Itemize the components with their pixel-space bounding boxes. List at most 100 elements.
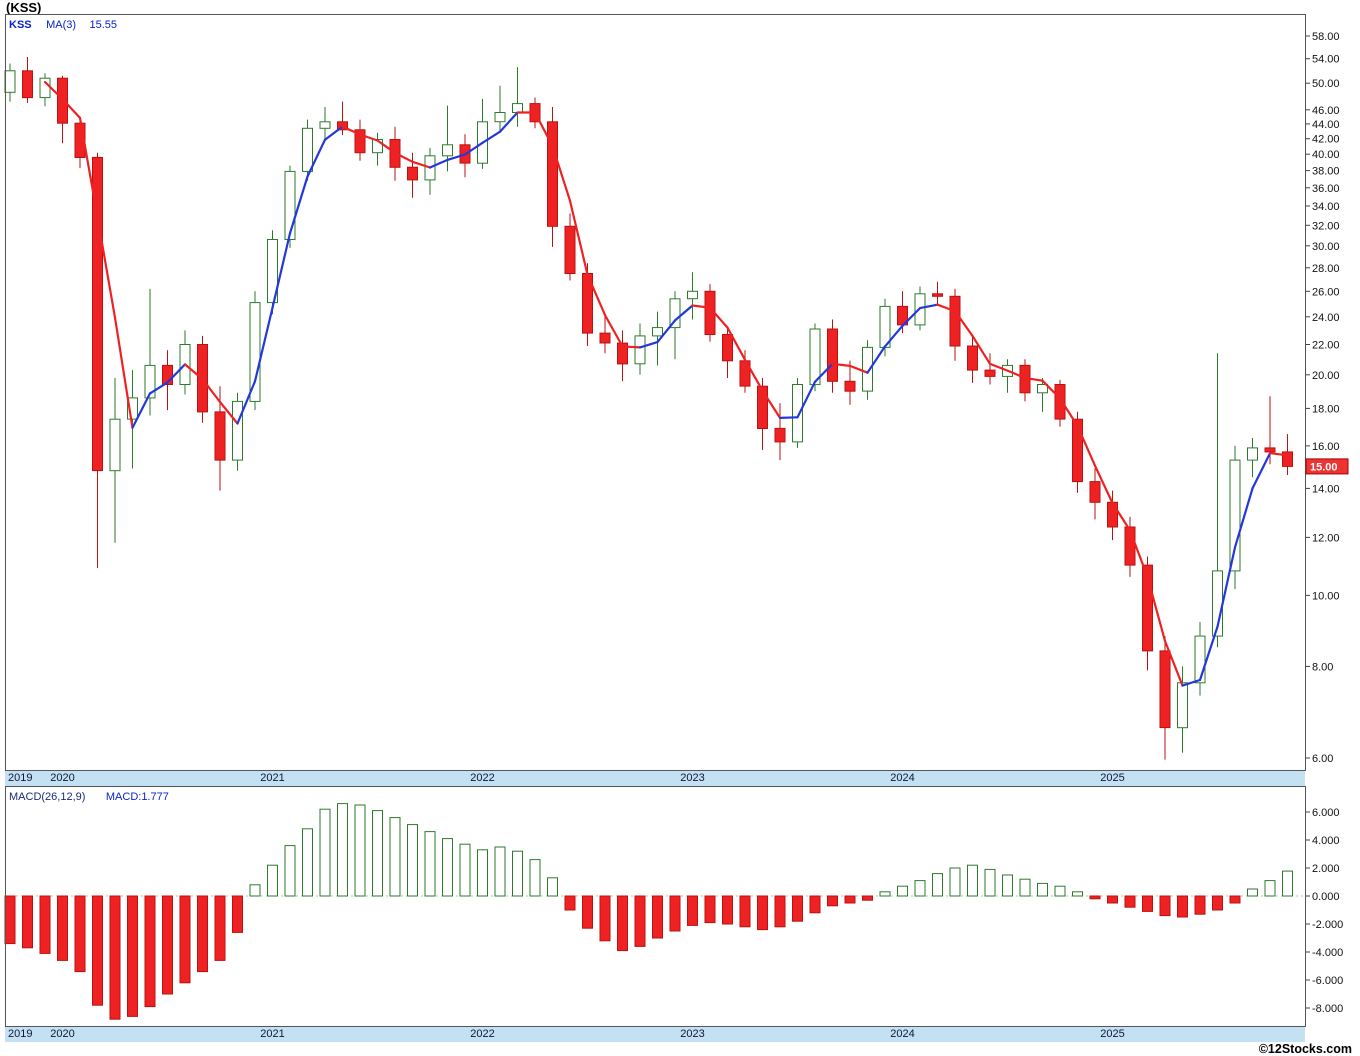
candle-body (4, 70, 16, 93)
ma-segment (498, 111, 519, 133)
macd-bar (599, 895, 611, 942)
ma-segment (323, 125, 344, 141)
ma-segment (131, 392, 152, 429)
candle-body (949, 295, 961, 347)
price-tick-label: 42.00 (1312, 134, 1340, 146)
ma-segment (1251, 452, 1272, 490)
macd-tick-label: 2.000 (1312, 863, 1340, 875)
ma-segment (1041, 379, 1062, 400)
macd-bar (459, 843, 471, 897)
candle-body (774, 427, 786, 443)
macd-bar (1072, 891, 1083, 897)
candle-body (547, 121, 558, 227)
ma-segment (96, 216, 117, 319)
year-label: 2025 (1100, 1028, 1125, 1040)
ma-line-group (43, 80, 1289, 687)
macd-bar (512, 850, 523, 897)
ma-segment (1198, 625, 1219, 682)
macd-bar (4, 895, 16, 945)
macd-bar (1037, 882, 1048, 897)
price-tick-label: 40.00 (1312, 149, 1340, 161)
ma-segment (568, 199, 589, 276)
macd-bar (1247, 888, 1258, 897)
year-label: 2024 (890, 772, 915, 784)
price-chart-border (5, 14, 1306, 771)
candle-body (1229, 459, 1241, 572)
year-label: 2019 (8, 1028, 33, 1040)
price-tick-label: 6.00 (1312, 753, 1333, 765)
ma-segment (603, 314, 624, 348)
macd-bar (792, 895, 803, 922)
candle-body (1247, 447, 1258, 461)
ma-segment (673, 304, 694, 322)
macd-bar (844, 895, 856, 904)
ma-segment (218, 400, 239, 425)
ma-segment (1093, 464, 1114, 505)
ma-segment (848, 364, 869, 374)
macd-chart[interactable]: 6.000 4.000 2.000 0.000 -2.000 -4.000 -6.000 -8… (0, 786, 1360, 1027)
candle-body (494, 112, 506, 123)
price-tick-label: 30.00 (1312, 241, 1340, 253)
macd-bar (389, 817, 401, 897)
candle-body (109, 418, 121, 472)
year-label: 2022 (470, 1028, 495, 1040)
price-tick-label: 58.00 (1312, 31, 1340, 43)
macd-bar (424, 831, 436, 897)
ma-segment (831, 362, 852, 367)
macd-bar (687, 895, 698, 926)
price-tick-label: 32.00 (1312, 220, 1340, 232)
macd-tick-label: -2.000 (1312, 919, 1343, 931)
macd-bar (232, 895, 243, 933)
macd-bar (897, 885, 908, 897)
candle-body (144, 364, 156, 399)
ma-segment (918, 303, 939, 310)
candle-body (1282, 451, 1293, 467)
candle-body (1177, 682, 1188, 729)
ma-segment (148, 381, 169, 395)
macd-bar (249, 884, 261, 897)
candle-body (827, 328, 838, 382)
last-price-box (1305, 458, 1349, 475)
ma-segment (1128, 529, 1149, 579)
macd-bar (739, 895, 751, 928)
price-tick-label: 24.00 (1312, 312, 1340, 324)
ma-segment (481, 130, 502, 144)
candle-body (249, 302, 261, 402)
price-chart[interactable]: 58.00 54.00 50.00 46.00 44.00 42.00 40.00 38.00… (0, 14, 1360, 771)
macd-bar (162, 895, 173, 995)
candle-body (407, 166, 418, 181)
ma-segment (708, 306, 729, 329)
ma-segment (866, 345, 887, 374)
macd-bar (372, 810, 383, 897)
macd-legend: MACD(26,12,9) MACD:1.777 (9, 787, 169, 804)
candle-body (862, 346, 873, 392)
candle-body (1107, 501, 1118, 528)
candle-body (319, 121, 331, 129)
ma-segment (358, 133, 379, 142)
macd-bar (722, 895, 733, 925)
price-axis: 58.00 54.00 50.00 46.00 44.00 42.00 40.00 38.00… (1305, 31, 1349, 765)
macd-bar (669, 895, 681, 932)
candle-body (967, 345, 978, 371)
candle-body (1054, 384, 1066, 420)
ma-segment (551, 145, 572, 202)
ma-segment (761, 389, 782, 419)
macd-bar (214, 895, 226, 961)
macd-bar (302, 828, 313, 897)
candle-body (1089, 481, 1101, 503)
year-label: 2024 (890, 1028, 915, 1040)
ma-segment (1233, 487, 1254, 549)
ma-segment (236, 380, 257, 425)
ma-segment (166, 363, 187, 384)
ma-segment (778, 416, 799, 419)
price-tick-label: 36.00 (1312, 183, 1340, 195)
ma-segment (1146, 575, 1167, 643)
candle-body (267, 239, 278, 304)
candle-body (984, 369, 996, 377)
candle-body (669, 298, 681, 329)
candle-body (687, 290, 698, 300)
candle-body (302, 127, 313, 172)
candle-body (1194, 635, 1206, 684)
price-tick-label: 8.00 (1312, 661, 1333, 673)
